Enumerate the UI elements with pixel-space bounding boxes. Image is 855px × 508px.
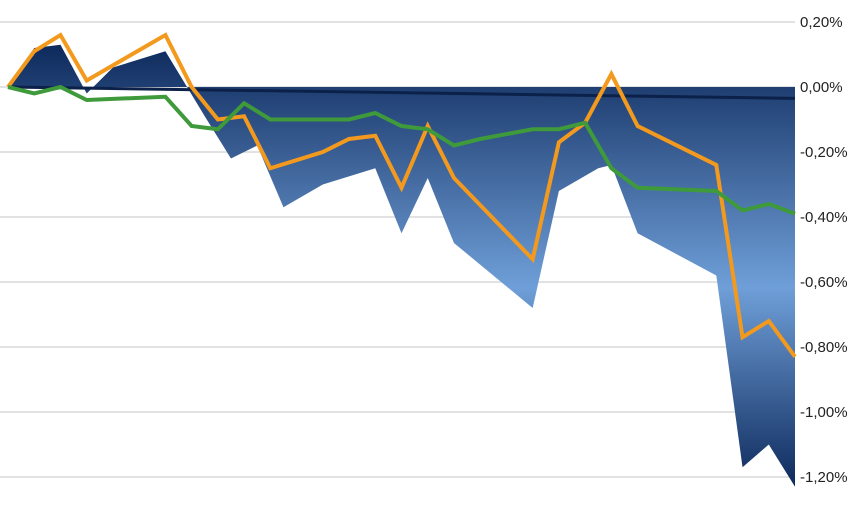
y-tick-label: -0,20% bbox=[800, 144, 848, 161]
y-tick-label: -0,60% bbox=[800, 274, 848, 291]
y-tick-label: -0,80% bbox=[800, 339, 848, 356]
y-tick-label: -0,40% bbox=[800, 209, 848, 226]
line-series-1 bbox=[6, 32, 797, 358]
line-series-2 bbox=[7, 84, 796, 216]
y-tick-label: -1,00% bbox=[800, 404, 848, 421]
line-series-3 bbox=[7, 85, 796, 100]
area-series-layer bbox=[7, 44, 796, 487]
y-tick-label: 0,00% bbox=[800, 79, 843, 96]
y-axis-labels: 0,20% 0,00% -0,20% -0,40% -0,60% -0,80% -1,00%… bbox=[800, 14, 848, 486]
area-series-0 bbox=[8, 44, 795, 487]
y-tick-label: 0,20% bbox=[800, 14, 843, 31]
y-tick-label: -1,20% bbox=[800, 469, 848, 486]
line-series-layer bbox=[6, 32, 797, 358]
